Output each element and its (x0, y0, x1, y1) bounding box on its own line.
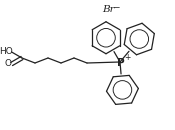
Text: −: − (113, 3, 119, 12)
Text: HO: HO (0, 47, 12, 56)
Text: +: + (124, 54, 131, 63)
Text: O: O (4, 60, 11, 69)
Text: P: P (117, 58, 125, 68)
Text: Br: Br (102, 5, 114, 15)
